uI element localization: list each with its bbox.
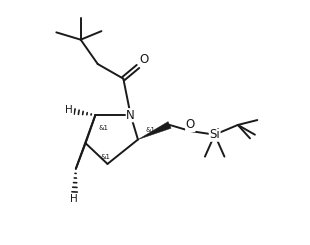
Polygon shape	[138, 122, 171, 140]
Text: &1: &1	[100, 154, 110, 159]
Text: N: N	[126, 109, 135, 122]
Text: &1: &1	[98, 125, 108, 131]
Text: H: H	[70, 194, 78, 204]
Text: O: O	[140, 53, 149, 66]
Text: Si: Si	[209, 128, 220, 141]
Text: O: O	[186, 118, 195, 131]
Text: &1: &1	[145, 127, 155, 133]
Text: H: H	[65, 105, 73, 115]
